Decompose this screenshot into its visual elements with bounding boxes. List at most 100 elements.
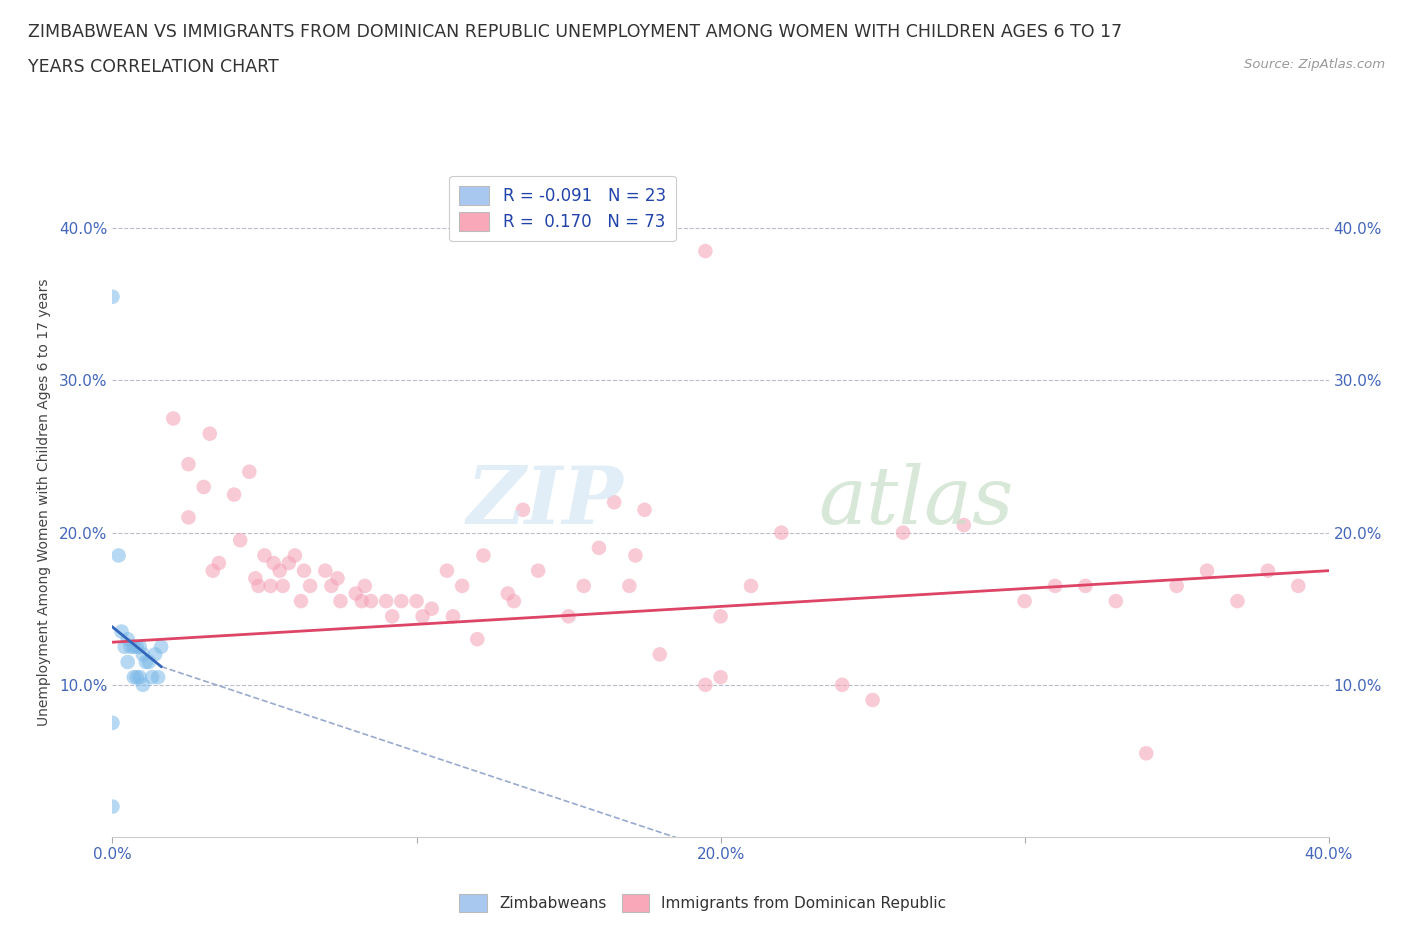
Point [253,548,276,563]
Point [269,564,291,578]
Point [1166,578,1188,593]
Point [381,609,404,624]
Point [101,715,124,730]
Point [572,578,595,593]
Point [101,289,124,304]
Point [125,639,148,654]
Point [1135,746,1157,761]
Text: YEARS CORRELATION CHART: YEARS CORRELATION CHART [28,58,278,75]
Point [862,693,884,708]
Point [588,540,610,555]
Text: ZIMBABWEAN VS IMMIGRANTS FROM DOMINICAN REPUBLIC UNEMPLOYMENT AMONG WOMEN WITH C: ZIMBABWEAN VS IMMIGRANTS FROM DOMINICAN … [28,23,1122,41]
Point [603,495,626,510]
Point [177,510,200,525]
Point [117,631,139,646]
Point [120,639,142,654]
Point [122,670,145,684]
Point [465,631,489,646]
Point [1014,593,1036,608]
Point [1043,578,1066,593]
Point [271,578,294,593]
Point [1074,578,1097,593]
Point [770,525,793,540]
Point [496,586,519,601]
Point [624,548,647,563]
Point [208,555,231,570]
Point [201,564,224,578]
Point [557,609,579,624]
Point [259,578,281,593]
Point [284,548,307,563]
Point [420,602,443,617]
Text: atlas: atlas [818,463,1014,541]
Point [290,593,312,608]
Point [128,670,150,684]
Point [101,799,124,814]
Point [321,578,343,593]
Point [502,593,524,608]
Point [405,593,427,608]
Point [709,670,731,684]
Legend: Zimbabweans, Immigrants from Dominican Republic: Zimbabweans, Immigrants from Dominican R… [453,888,953,918]
Point [329,593,352,608]
Point [441,609,464,624]
Point [141,670,163,684]
Point [299,578,322,593]
Point [512,502,534,517]
Point [238,464,260,479]
Point [125,670,148,684]
Point [1105,593,1128,608]
Point [472,548,495,563]
Point [695,677,717,692]
Text: Source: ZipAtlas.com: Source: ZipAtlas.com [1244,58,1385,71]
Point [143,647,166,662]
Point [135,655,157,670]
Point [128,639,150,654]
Point [344,586,367,601]
Point [953,518,976,533]
Point [389,593,412,608]
Point [193,480,215,495]
Point [436,564,458,578]
Point [222,487,246,502]
Legend: R = -0.091   N = 23, R =  0.170   N = 73: R = -0.091 N = 23, R = 0.170 N = 73 [450,176,676,241]
Point [247,578,270,593]
Text: ZIP: ZIP [467,463,623,541]
Point [648,647,671,662]
Point [527,564,550,578]
Point [709,609,731,624]
Point [353,578,375,593]
Point [132,647,155,662]
Point [263,555,285,570]
Point [619,578,641,593]
Point [695,244,717,259]
Point [451,578,474,593]
Point [891,525,914,540]
Point [326,571,349,586]
Point [1257,564,1279,578]
Point [1286,578,1309,593]
Point [229,533,252,548]
Point [245,571,267,586]
Point [114,639,136,654]
Point [150,639,173,654]
Point [412,609,434,624]
Y-axis label: Unemployment Among Women with Children Ages 6 to 17 years: Unemployment Among Women with Children A… [37,278,51,726]
Point [1195,564,1218,578]
Point [350,593,373,608]
Point [117,655,139,670]
Point [360,593,382,608]
Point [198,426,221,441]
Point [162,411,184,426]
Point [177,457,200,472]
Point [831,677,853,692]
Point [1226,593,1249,608]
Point [375,593,398,608]
Point [740,578,762,593]
Point [314,564,336,578]
Point [277,555,299,570]
Point [633,502,655,517]
Point [122,639,145,654]
Point [292,564,315,578]
Point [132,677,155,692]
